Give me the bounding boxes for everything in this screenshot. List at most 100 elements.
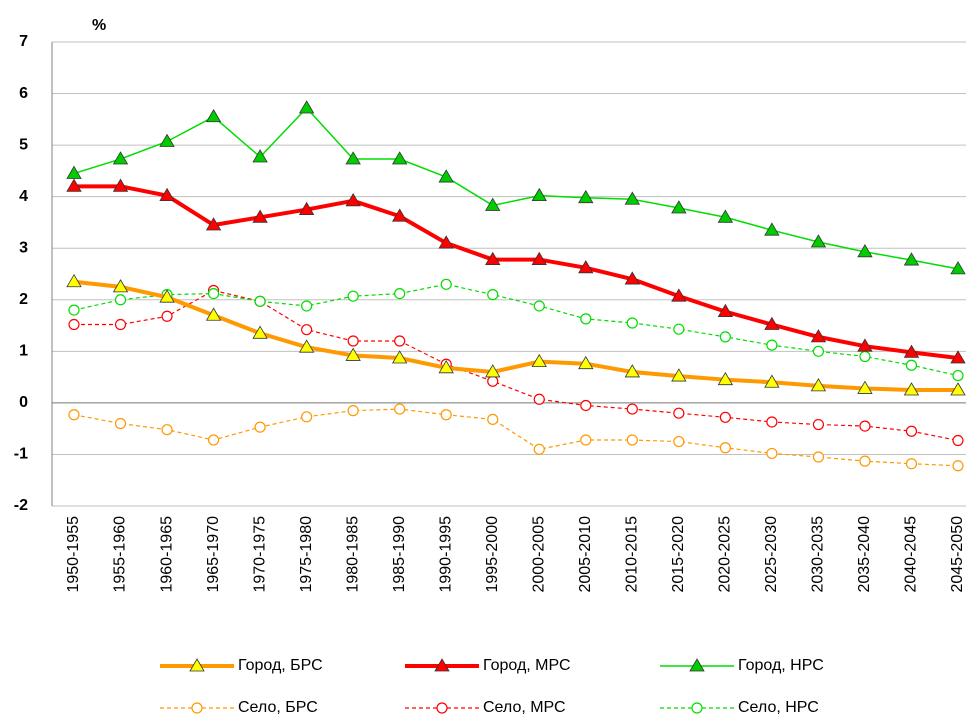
data-point [624, 271, 641, 285]
data-point [857, 244, 873, 258]
series-line [73, 279, 958, 392]
data-point [68, 318, 80, 331]
data-point [205, 217, 222, 231]
data-point [207, 287, 220, 300]
legend-marker [436, 702, 448, 714]
data-point [952, 434, 964, 447]
data-point [764, 222, 780, 236]
x-tick-label: 1980-1985 [344, 516, 361, 593]
data-point [66, 178, 82, 192]
data-point [205, 108, 222, 123]
data-point [347, 290, 359, 302]
data-point [719, 411, 731, 423]
data-point [905, 359, 918, 371]
data-point [903, 382, 920, 396]
data-point [626, 434, 638, 446]
data-point [159, 133, 175, 147]
data-point [252, 325, 268, 339]
y-tick-label: 4 [19, 188, 28, 205]
data-point [859, 420, 871, 432]
data-point [159, 289, 175, 303]
x-tick-label: 2030-2035 [810, 516, 827, 593]
x-tick-label: 2020-2025 [717, 516, 734, 593]
data-point [394, 287, 406, 300]
y-tick-label: 5 [19, 136, 28, 153]
legend-label: Город, НРС [738, 657, 824, 674]
data-point [719, 331, 731, 343]
data-point [859, 350, 871, 363]
y-tick-label: -1 [14, 446, 28, 463]
data-point [394, 403, 406, 415]
data-point [626, 317, 638, 329]
data-point [301, 411, 313, 423]
data-point [812, 418, 825, 431]
y-tick-label: 1 [19, 343, 28, 360]
data-point [301, 300, 313, 312]
data-point [485, 197, 501, 211]
series-line [73, 106, 959, 270]
data-point [766, 339, 778, 351]
x-tick-label: 1970-1975 [251, 516, 268, 593]
data-point [531, 353, 547, 368]
data-point [533, 443, 545, 455]
data-point [857, 338, 873, 352]
x-tick-label: 1955-1960 [112, 516, 129, 593]
legend-label: Село, БРС [238, 699, 318, 716]
data-point [68, 409, 80, 421]
x-tick-label: 2025-2030 [763, 516, 780, 593]
x-tick-label: 1975-1980 [298, 516, 315, 593]
x-tick-label: 2035-2040 [856, 516, 873, 593]
data-point [671, 200, 687, 214]
x-tick-label: 1965-1970 [205, 516, 222, 593]
data-point [952, 460, 964, 472]
data-point [301, 324, 313, 336]
data-point [252, 209, 268, 223]
data-point [766, 447, 778, 460]
data-point [438, 235, 454, 249]
data-point [533, 300, 545, 312]
x-tick-label: 1950-1955 [65, 516, 82, 593]
data-point [66, 165, 82, 179]
data-point [487, 375, 499, 387]
data-point [905, 425, 918, 437]
data-point [531, 251, 547, 265]
data-point [112, 178, 129, 192]
y-tick-label: 3 [19, 239, 28, 256]
y-tick-label: 7 [19, 33, 28, 50]
legend-marker [434, 658, 450, 672]
y-tick-label: 2 [19, 291, 28, 308]
data-point [952, 369, 964, 382]
data-point [112, 279, 129, 293]
data-point [903, 252, 920, 266]
data-point [626, 403, 638, 415]
data-point [254, 295, 266, 307]
x-tick-label: 1985-1990 [391, 516, 408, 593]
data-point [812, 345, 825, 357]
data-point [673, 435, 685, 448]
data-point [764, 374, 780, 388]
data-point [298, 100, 315, 114]
data-point [391, 208, 408, 222]
x-tick-label: 1995-2000 [484, 516, 501, 593]
x-tick-label: 2010-2015 [624, 516, 641, 593]
data-point [903, 344, 920, 358]
series-line [74, 289, 959, 442]
y-tick-label: 6 [19, 85, 28, 102]
data-point [766, 416, 778, 428]
legend-label: Село, НРС [738, 699, 819, 716]
data-point [252, 149, 268, 163]
data-point [159, 187, 175, 202]
data-point [487, 289, 499, 301]
data-point [717, 209, 734, 223]
data-point [485, 364, 501, 378]
data-point [485, 251, 501, 265]
series-line [73, 408, 959, 467]
data-point [205, 307, 222, 321]
data-point [580, 313, 592, 325]
x-tick-label: 1960-1965 [158, 516, 175, 593]
data-point [531, 187, 547, 202]
legend-label: Село, МРС [483, 699, 566, 716]
data-point [391, 350, 408, 364]
data-point [345, 347, 361, 361]
